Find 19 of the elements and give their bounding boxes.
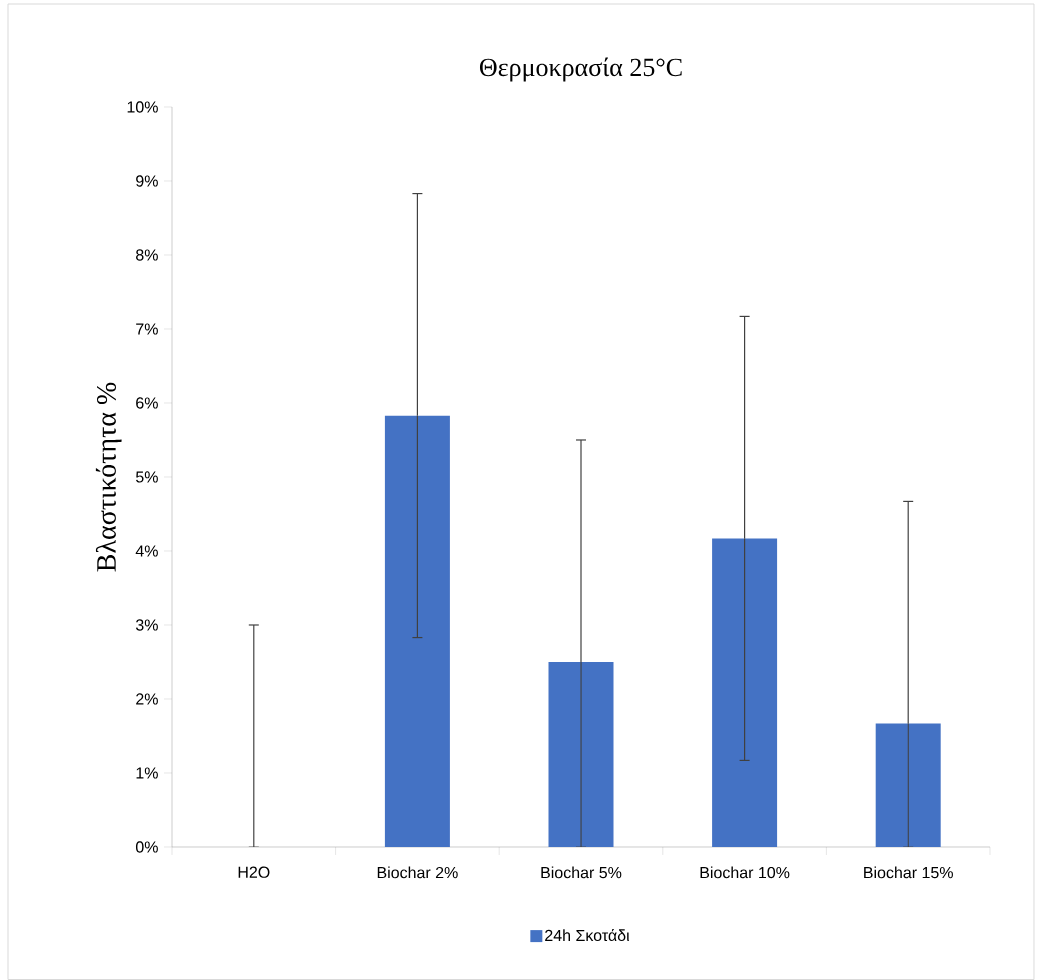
y-tick-label: 2% — [136, 693, 158, 705]
y-tick-label: 8% — [136, 249, 158, 261]
y-tick-label: 5% — [135, 471, 158, 483]
y-axis-title: Βλαστικότητα % — [95, 382, 122, 572]
y-tick-label: 7% — [136, 323, 158, 335]
y-tick-label: 10% — [127, 101, 158, 113]
x-tick-label: Biochar 5% — [541, 866, 622, 879]
x-tick-label: Biochar 15% — [864, 866, 953, 879]
x-tick-label: Biochar 10% — [700, 866, 790, 879]
y-tick-label: 1% — [136, 767, 158, 779]
x-tick-label: H2O — [238, 866, 270, 878]
y-tick-label: 0% — [135, 841, 158, 853]
legend-label: 24h Σκοτάδι — [545, 928, 630, 942]
y-tick-label: 6% — [136, 397, 158, 409]
x-tick-label: Biochar 2% — [377, 866, 458, 879]
y-tick-label: 3% — [135, 619, 158, 631]
y-tick-label: 4% — [135, 545, 158, 557]
y-tick-label: 9% — [136, 175, 158, 187]
chart-title: Θερμοκρασία 25°C — [479, 57, 682, 82]
